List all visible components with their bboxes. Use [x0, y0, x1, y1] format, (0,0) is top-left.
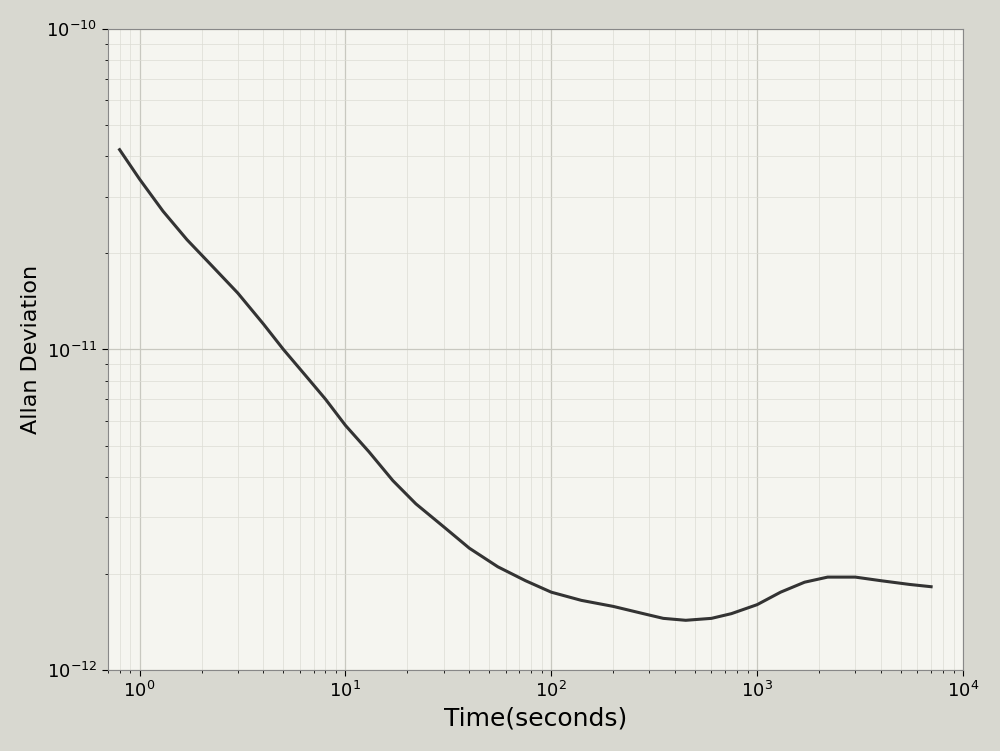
- X-axis label: Time(seconds): Time(seconds): [444, 706, 627, 730]
- Y-axis label: Allan Deviation: Allan Deviation: [21, 265, 41, 434]
